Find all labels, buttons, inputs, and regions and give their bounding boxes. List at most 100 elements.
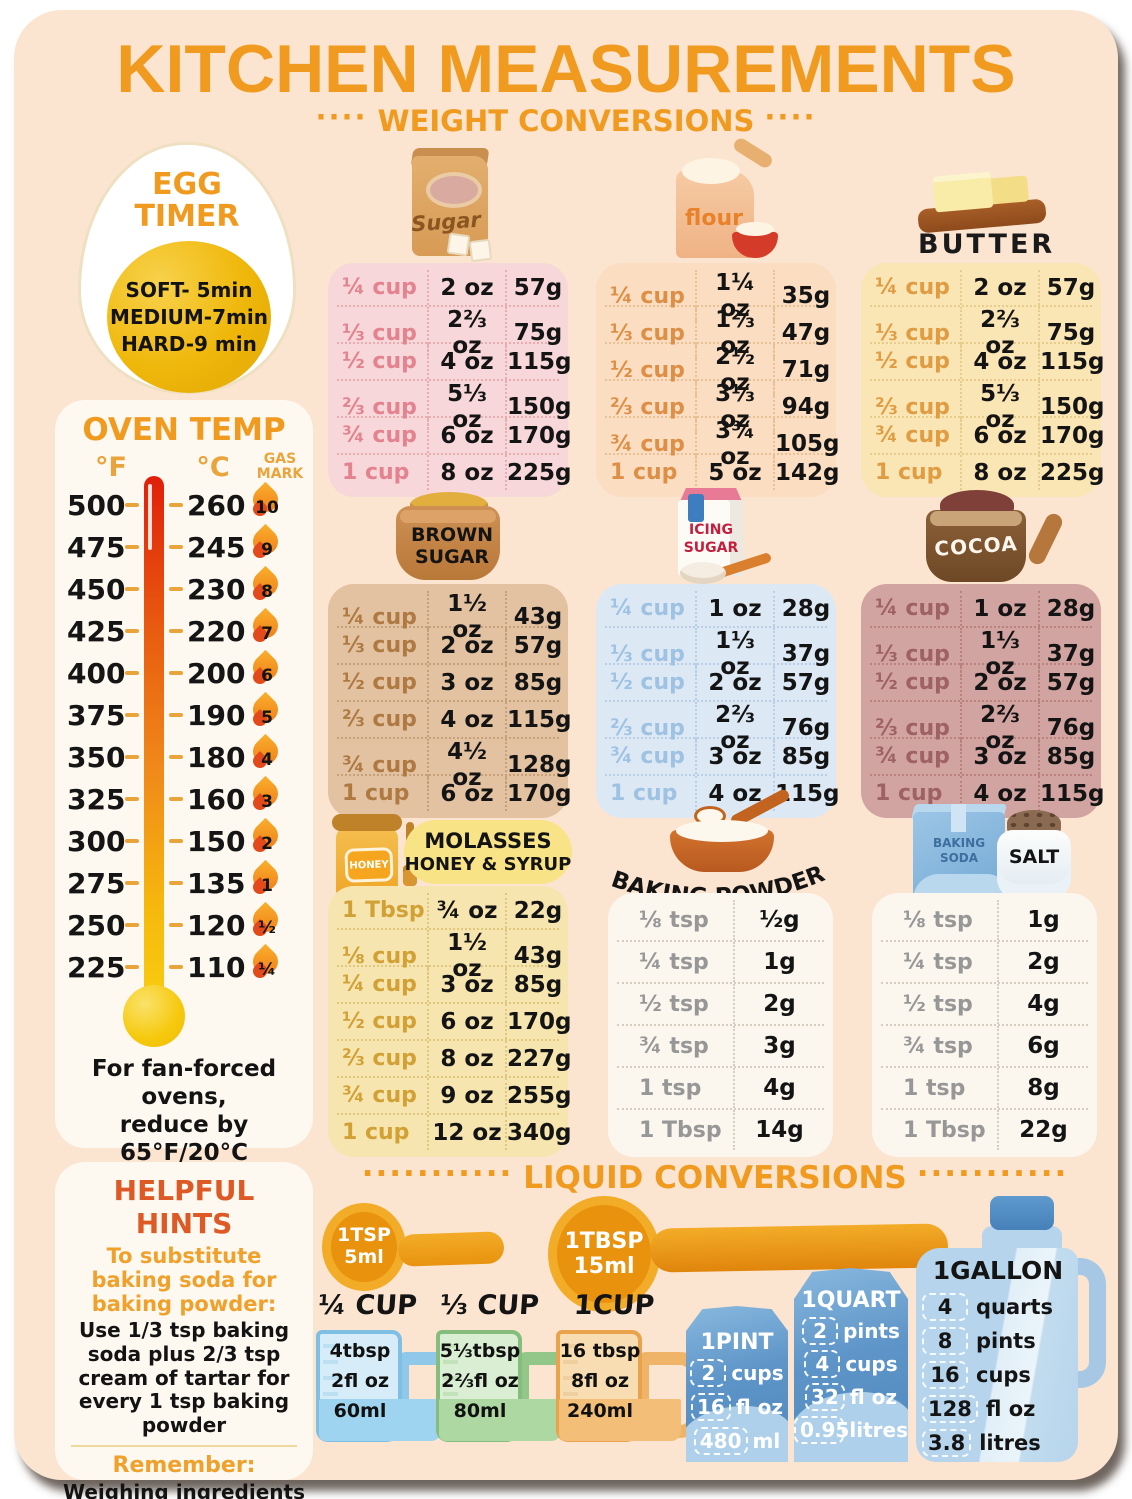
grams-cell: 22g — [1019, 1117, 1068, 1143]
tick-dash — [169, 503, 183, 507]
grams-cell: 35g — [781, 283, 831, 309]
oz-cell: 3 oz — [429, 967, 507, 1002]
grams-cell: 1g — [763, 949, 796, 975]
table-row: 1 cup 12 oz 340g — [337, 1115, 571, 1150]
unit-label: fl oz — [849, 1384, 897, 1409]
oz-cell: 2⅔ oz — [962, 702, 1040, 754]
table-row: ¼ cup 2 oz 57g — [337, 270, 562, 307]
grams-cell: 3g — [763, 1033, 796, 1059]
tsp-label: 1TSP — [337, 1224, 391, 1247]
oz-cell: 6 oz — [429, 418, 507, 453]
oz-cell: 3 oz — [697, 739, 775, 774]
fan-forced-note: For fan-forced ovens, reduce by 65°F/20°C — [55, 1055, 313, 1167]
gas-mark-value: ½ — [258, 918, 276, 938]
baking-soda-and-salt-icon: BAKING SODA SALT — [905, 802, 1075, 906]
measure-cell: ¼ cup — [337, 967, 429, 1002]
cup-cell: ¾ cup — [605, 418, 697, 470]
conversion-row: 16 fl oz — [686, 1390, 788, 1424]
grams-cell: 115g — [507, 706, 572, 733]
oz-cell: 1 oz — [697, 591, 775, 626]
table-row: ⅔ cup 2⅔ oz 76g — [605, 702, 830, 754]
table-row: 1 cup 4 oz 115g — [870, 776, 1104, 811]
table-row: ⅔ cup 3⅓ oz 94g — [605, 381, 830, 433]
flame-icon: 8 — [249, 569, 283, 609]
table-row: ⅓ cup 1⅓ oz 37g — [605, 628, 830, 680]
grams-cell: 227g — [507, 1045, 572, 1072]
cup-cell: 1 cup — [605, 455, 697, 490]
cup-measure-line: 4tbsp — [329, 1340, 391, 1362]
molasses-header-line1: MOLASSES — [424, 828, 552, 853]
oz-cell: 4½ oz — [429, 739, 507, 791]
cup-cell: ⅔ cup — [870, 381, 962, 433]
oz-cell: 4 oz — [962, 776, 1040, 811]
grams-cell: 43g — [513, 604, 563, 630]
tbsp-volume: 15ml — [573, 1254, 635, 1279]
table-row: ¼ cup 1 oz 28g — [605, 591, 830, 628]
value-box: 128 — [922, 1395, 978, 1423]
table-row: ¼ tsp 2g — [881, 942, 1088, 984]
oz-cell: 9 oz — [429, 1078, 507, 1113]
oz-cell: 1¼ oz — [697, 270, 775, 322]
cup-cell: ½ cup — [605, 665, 697, 700]
egg-yolk-icon: SOFT- 5min MEDIUM-7min HARD-9 min — [107, 241, 271, 393]
table-row: ¾ cup 6 oz 170g — [870, 418, 1104, 455]
gas-mark-value: 3 — [261, 792, 273, 812]
butter-table: ¼ cup 2 oz 57g ⅓ cup 2⅔ oz 75g ½ cup 4 oz 115g ⅔ … — [861, 263, 1104, 497]
table-row: ⅔ cup 5⅓ oz 150g — [337, 381, 571, 433]
gas-mark-value: 2 — [261, 834, 273, 854]
cup-cell: 1 cup — [870, 776, 962, 811]
tick-dash — [125, 755, 139, 759]
table-row: ⅛ cup 1½ oz 43g — [337, 930, 562, 982]
grams-cell: 43g — [513, 943, 563, 969]
grams-cell: 57g — [1046, 669, 1096, 696]
table-row: ¼ cup 2 oz 57g — [870, 270, 1095, 307]
oz-cell: 8 oz — [429, 455, 507, 490]
table-row: ¾ cup 4½ oz 128g — [337, 739, 571, 791]
tick-dash — [125, 881, 139, 885]
table-row: 1 tsp 4g — [617, 1068, 824, 1110]
flame-icon: 2 — [249, 821, 283, 861]
table-row: ⅓ cup 2 oz 57g — [337, 628, 562, 665]
cup-cell: ⅓ cup — [870, 628, 962, 680]
cup-cell: ½ cup — [870, 344, 962, 379]
butter-label: BUTTER — [918, 229, 1056, 260]
hint2-title: Remember: — [112, 1453, 256, 1479]
unit-label: pints — [976, 1329, 1036, 1353]
cup-cell: ⅓ cup — [337, 628, 429, 663]
oz-cell: 2½ oz — [697, 344, 775, 396]
table-row: ⅛ tsp ½g — [617, 900, 824, 942]
oz-cell: 5⅓ oz — [429, 381, 507, 433]
oz-cell: 2 oz — [429, 270, 507, 305]
measure-cell: 1 Tbsp — [337, 893, 429, 928]
grams-cell: 76g — [1046, 715, 1096, 741]
hint2-body: Weighing ingredients is always more accu… — [63, 1480, 305, 1499]
sugar-cube-icon — [446, 232, 471, 257]
cup-cell: ½ cup — [337, 344, 429, 379]
grams-cell: 75g — [513, 320, 563, 346]
table-row: ½ cup 2 oz 57g — [605, 665, 830, 702]
oz-cell: 6 oz — [962, 418, 1040, 453]
value-box: 16 — [690, 1393, 731, 1421]
quarter-cup-label: ¼ CUP — [316, 1290, 418, 1321]
cup-cell: 1 cup — [337, 455, 429, 490]
celsius-value: 120 — [187, 908, 246, 942]
flour-bag-label: flour — [685, 206, 743, 231]
fahrenheit-value: 500 — [67, 488, 126, 522]
dotted-leader: ··········· — [361, 1156, 514, 1192]
oz-cell: 5⅓ oz — [962, 381, 1040, 433]
measure-cell: 1 cup — [337, 1115, 429, 1150]
grams-cell: 8g — [1027, 1075, 1060, 1101]
liquid-conversions-title: LIQUID CONVERSIONS — [523, 1160, 907, 1196]
oz-cell: 8 oz — [962, 455, 1040, 490]
one-cup-icon: 16 tbsp 8fl oz 240ml — [556, 1326, 702, 1444]
cup-cell: ¼ cup — [605, 591, 697, 626]
celsius-value: 220 — [187, 614, 246, 648]
table-row: ⅓ cup 1⅓ oz 37g — [870, 628, 1095, 680]
pint-carton-icon: 1PINT 2 cups 16 fl oz 480 ml — [686, 1306, 788, 1462]
jug-cap-icon — [990, 1196, 1054, 1230]
cup-measure-line: 2⅔fl oz — [441, 1370, 519, 1392]
grams-cell: 225g — [507, 459, 572, 486]
cup-cell: 1 cup — [870, 455, 962, 490]
cup-cell: ⅓ cup — [605, 307, 697, 359]
oven-temp-title: OVEN TEMP — [82, 412, 286, 448]
